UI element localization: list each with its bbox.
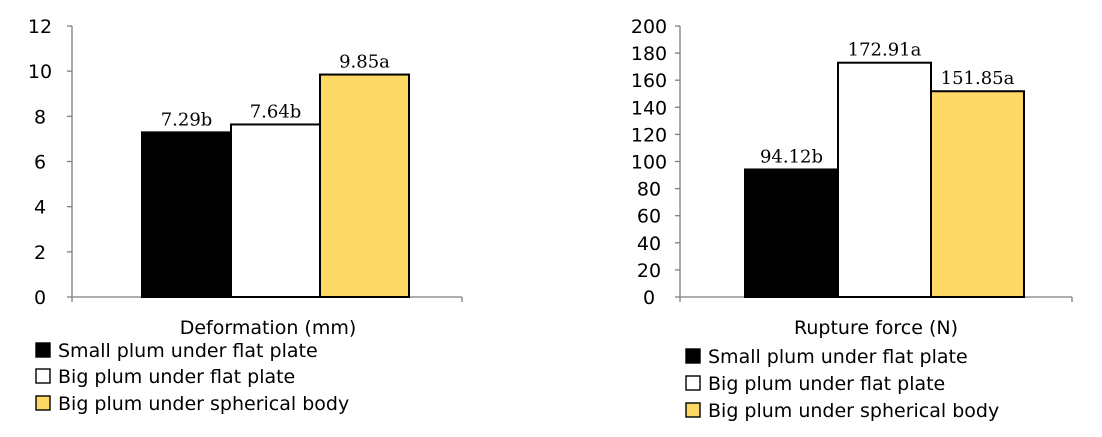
- data-label: 9.85a: [339, 52, 390, 73]
- y-tick-label: 200: [631, 16, 667, 38]
- legend-swatch: [685, 402, 701, 418]
- x-axis-label: Deformation (mm): [180, 317, 357, 339]
- y-tick-label: 40: [637, 233, 661, 255]
- y-tick-label: 100: [631, 152, 667, 174]
- y-tick-label: 12: [28, 16, 52, 38]
- x-axis-label: Rupture force (N): [794, 317, 958, 339]
- bar: [744, 168, 839, 299]
- y-tick-label: 60: [637, 206, 661, 228]
- bar: [319, 73, 410, 298]
- chart-1: 0 2 4 6 8 10 12 7.29b 7.64b 9.85a Deformation (mm)…: [28, 16, 463, 415]
- chart-2: 0 20 40 60 80 100 120 140 160 180 200 94.12b 172.91a…: [631, 16, 1073, 422]
- y-tick-label: 6: [34, 152, 46, 174]
- legend-swatch: [685, 348, 701, 364]
- bar: [230, 123, 321, 298]
- y-tick-label: 8: [34, 106, 46, 128]
- bar: [837, 61, 932, 298]
- data-label: 151.85a: [941, 68, 1015, 89]
- legend-entry: Big plum under flat plate: [58, 366, 295, 388]
- legend-swatch: [35, 395, 51, 411]
- y-tick-label: 10: [28, 61, 52, 83]
- y-tick-label: 120: [631, 124, 667, 146]
- y-tick-label: 4: [34, 197, 46, 219]
- legend-entry: Big plum under spherical body: [58, 393, 349, 415]
- legend-swatch: [35, 342, 51, 358]
- data-label: 172.91a: [848, 40, 922, 61]
- legend: Small plum under flat plate Big plum unde…: [35, 340, 349, 415]
- legend-swatch: [35, 368, 51, 384]
- y-tick-label: 0: [34, 287, 46, 309]
- bar: [930, 90, 1025, 298]
- y-tick-label: 0: [643, 287, 655, 309]
- legend: Small plum under flat plate Big plum unde…: [685, 346, 999, 422]
- y-tick-label: 140: [631, 97, 667, 119]
- bar: [141, 131, 232, 298]
- y-tick-label: 160: [631, 70, 667, 92]
- legend-entry: Small plum under flat plate: [58, 340, 318, 362]
- y-tick-label: 180: [631, 43, 667, 65]
- legend-swatch: [685, 375, 701, 391]
- y-tick-label: 2: [34, 242, 46, 264]
- legend-entry: Small plum under flat plate: [708, 346, 968, 368]
- y-tick-label: 20: [637, 260, 661, 282]
- data-label: 94.12b: [760, 146, 823, 167]
- y-tick-label: 80: [637, 179, 661, 201]
- legend-entry: Big plum under flat plate: [708, 373, 945, 395]
- data-label: 7.64b: [250, 101, 302, 122]
- data-label: 7.29b: [161, 109, 213, 130]
- legend-entry: Big plum under spherical body: [708, 400, 999, 422]
